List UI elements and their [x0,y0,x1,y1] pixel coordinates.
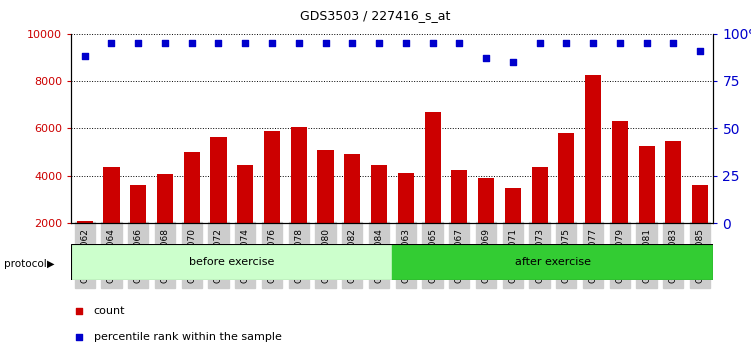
Bar [264,131,280,270]
Point [480,56,492,61]
Point [427,40,439,46]
Point [319,40,331,46]
Bar [505,188,521,270]
Point [73,308,85,314]
Bar [665,141,681,270]
Bar [104,167,119,270]
Point [373,40,385,46]
Point [213,40,225,46]
Bar [77,221,92,270]
Point [533,40,545,46]
Bar [392,244,713,280]
Point [587,40,599,46]
Point [694,48,706,53]
Bar [398,173,414,270]
Point [79,53,91,59]
Bar [71,244,392,280]
Text: ▶: ▶ [47,259,54,269]
Text: percentile rank within the sample: percentile rank within the sample [94,332,282,342]
Bar [638,146,655,270]
Point [240,40,252,46]
Point [641,40,653,46]
Point [614,40,626,46]
Bar [291,127,307,270]
Point [454,40,466,46]
Point [293,40,305,46]
Point [105,40,117,46]
Bar [532,167,547,270]
Point [668,40,680,46]
Bar [344,154,360,270]
Point [507,59,519,65]
Bar [184,152,200,270]
Bar [585,75,601,270]
Text: protocol: protocol [4,259,47,269]
Point [185,40,198,46]
Text: GDS3503 / 227416_s_at: GDS3503 / 227416_s_at [300,9,451,22]
Bar [612,121,628,270]
Text: count: count [94,306,125,316]
Bar [371,165,387,270]
Point [560,40,572,46]
Point [159,40,171,46]
Point [73,334,85,340]
Bar [130,185,146,270]
Point [400,40,412,46]
Bar [157,175,173,270]
Bar [237,165,253,270]
Point [132,40,144,46]
Bar [210,137,227,270]
Bar [692,185,708,270]
Bar [558,133,575,270]
Point [346,40,358,46]
Text: before exercise: before exercise [189,257,275,267]
Bar [451,170,467,270]
Bar [424,112,441,270]
Point [266,40,278,46]
Text: after exercise: after exercise [515,257,591,267]
Bar [318,150,333,270]
Bar [478,178,494,270]
